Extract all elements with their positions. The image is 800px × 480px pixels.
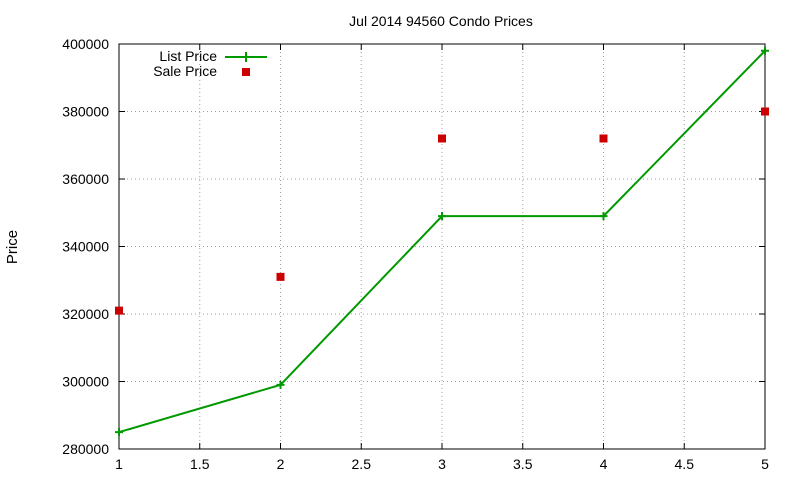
legend-marker-list-price — [241, 52, 251, 62]
sale-price-point — [115, 306, 123, 315]
y-axis-label: Price — [4, 230, 21, 264]
sale-price-point — [761, 107, 769, 116]
legend-marker-sale-price — [242, 68, 250, 76]
y-tick-label: 320000 — [62, 306, 109, 322]
y-tick-label: 300000 — [62, 374, 109, 390]
list-price-point — [761, 46, 769, 55]
x-tick-label: 4.5 — [675, 456, 695, 472]
sale-price-point — [438, 134, 446, 143]
x-tick-label: 3.5 — [513, 456, 533, 472]
x-tick-label: 5 — [761, 456, 769, 472]
x-tick-label: 2 — [277, 456, 285, 472]
legend-label-sale-price: Sale Price — [153, 63, 217, 79]
series — [115, 46, 769, 437]
list-price-point — [599, 212, 608, 221]
sale-price-point — [276, 272, 285, 281]
list-price-point — [115, 428, 123, 437]
y-tick-label: 360000 — [62, 171, 109, 187]
list-price-line — [118, 50, 766, 434]
sale-price-point — [599, 134, 608, 143]
x-tick-label: 1 — [115, 456, 123, 472]
legend-label-list-price: List Price — [159, 48, 217, 64]
x-tick-label: 3 — [438, 456, 446, 472]
y-tick-label: 400000 — [62, 36, 109, 52]
legend: List Price Sale Price — [153, 48, 267, 79]
y-tick-label: 340000 — [62, 239, 109, 255]
x-tick-label: 4 — [600, 456, 608, 472]
x-tick-label: 2.5 — [352, 456, 372, 472]
x-tick-label: 1.5 — [190, 456, 210, 472]
list-price-point — [276, 380, 285, 389]
chart-title: Jul 2014 94560 Condo Prices — [349, 13, 533, 29]
y-tick-label: 380000 — [62, 104, 109, 120]
list-price-point — [438, 212, 446, 221]
axis-ticks: 1 1.5 2 2.5 3 3.5 4 4.5 5 280000 300000 320000 34000… — [62, 36, 769, 472]
y-tick-label: 280000 — [62, 441, 109, 457]
grid — [119, 44, 765, 449]
